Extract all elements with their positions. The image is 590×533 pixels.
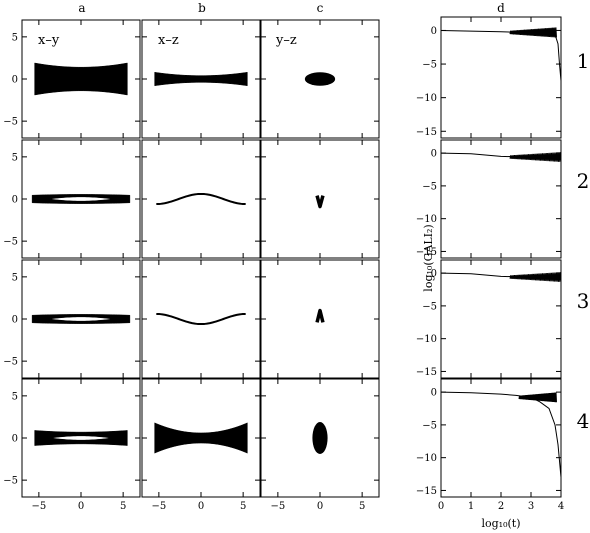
gali-series-oscillation	[509, 272, 562, 282]
gali-ytick-label: −15	[416, 127, 437, 138]
gali-panel-4: 0 1 2 3 4 0 −5 −10 −15	[416, 378, 564, 512]
gali-panel-1: 0 −5 −10 −15	[416, 16, 562, 139]
gali-series-line	[440, 29, 562, 81]
orbit-ytick-label: 0	[12, 195, 18, 206]
orbit-panel-4-x-z: −5 0 5	[141, 378, 261, 512]
row-label-4: 4	[577, 409, 590, 433]
gali-xlabel: log₁₀(t)	[481, 517, 520, 530]
orbit-panel-1-x-z	[141, 19, 261, 139]
labels: a b c d x–y x–z y–z 1 2 3 4 log₁₀(t) log…	[38, 1, 589, 530]
orbit-lens-thick-hole	[53, 436, 109, 440]
gali-ytick-label: −15	[416, 247, 437, 258]
gali-xtick-label: 3	[528, 501, 534, 512]
orbit-blob	[312, 421, 328, 455]
orbit-waist-fill	[154, 422, 248, 454]
gali-ytick-label: −5	[422, 60, 437, 71]
row-label-3: 3	[577, 289, 590, 313]
gali-ytick-label: −10	[416, 93, 437, 104]
orbit-ytick-label: 0	[12, 315, 18, 326]
gali-series-oscillation	[509, 27, 557, 38]
orbit-panel-2-x-z	[141, 139, 261, 259]
orbit-ytick-label: 5	[12, 272, 18, 283]
column-title-c: c	[317, 1, 324, 15]
gali-ytick-label: −15	[416, 367, 437, 378]
row-label-1: 1	[577, 49, 590, 73]
gali-ytick-label: −15	[416, 486, 437, 497]
orbit-panel-4-y-z: −5 0 5	[260, 378, 380, 512]
panel-label-y-z: y–z	[275, 33, 297, 48]
orbit-panel-3-x-y: −5 0 5	[3, 259, 141, 379]
orbit-panel-3-x-z	[141, 259, 261, 379]
gali-ytick-label: 0	[431, 149, 437, 160]
orbit-ytick-label: −5	[3, 237, 18, 248]
panel-label-x-y: x–y	[38, 33, 60, 48]
orbit-xtick-label: −5	[151, 501, 166, 512]
orbit-blob	[304, 72, 336, 86]
orbit-xtick-label: 0	[317, 501, 323, 512]
orbit-lens-hole	[51, 317, 111, 321]
orbit-panel-1-y-z	[260, 19, 380, 139]
gali-xtick-label: 2	[498, 501, 504, 512]
row-label-2: 2	[577, 169, 590, 193]
orbit-ytick-label: 0	[12, 75, 18, 86]
orbit-ytick-label: −5	[3, 117, 18, 128]
panel-frame	[141, 259, 261, 379]
gali-xtick-label: 0	[438, 501, 444, 512]
orbit-xtick-label: 5	[240, 501, 246, 512]
orbit-ytick-label: 5	[12, 32, 18, 43]
orbit-band-fill	[34, 62, 128, 96]
orbit-v	[315, 195, 325, 209]
orbit-ytick-label: 5	[12, 152, 18, 163]
column-title-b: b	[198, 1, 206, 15]
gali-ytick-label: −10	[416, 334, 437, 345]
orbit-lens-hole	[51, 197, 111, 201]
orbit-panel-1-x-y: −5 0 5	[3, 19, 141, 139]
orbit-xtick-label: 5	[359, 501, 365, 512]
orbit-xtick-label: −5	[31, 501, 46, 512]
orbit-ytick-label: −5	[3, 357, 18, 368]
gali-ytick-label: 0	[431, 26, 437, 37]
gali-ytick-label: −5	[422, 181, 437, 192]
orbit-panel-2-x-y: −5 0 5	[3, 139, 141, 259]
orbit-ytick-label: 0	[12, 434, 18, 445]
gali-series-line	[440, 391, 562, 478]
orbit-panel-3-y-z	[260, 259, 380, 379]
gali-ytick-label: 0	[431, 388, 437, 399]
gali-ytick-label: −5	[422, 301, 437, 312]
gali-panel-2: 0 −5 −10 −15	[416, 139, 562, 259]
orbit-xtick-label: 0	[78, 501, 84, 512]
gali-xtick-label: 4	[558, 501, 564, 512]
orbit-ytick-label: 5	[12, 391, 18, 402]
gali-ytick-label: −5	[422, 420, 437, 431]
column-title-d: d	[497, 1, 505, 15]
orbit-xtick-label: −5	[270, 501, 285, 512]
orbit-xtick-label: 0	[198, 501, 204, 512]
orbit-panel-4-x-y: −5 0 5 −5 0 5	[3, 378, 141, 512]
gali-xtick-label: 1	[468, 501, 474, 512]
gali-ytick-label: 0	[431, 269, 437, 280]
panel-label-x-z: x–z	[158, 33, 179, 48]
panel-frame	[141, 139, 261, 259]
gali-panels: 0−5−10−150−5−10−150−5−10−150 1 2 3 40−5−10−1…	[416, 16, 564, 512]
orbit-xtick-label: 5	[120, 501, 126, 512]
orbit-panels: −5 0 5 −5 0 5 −5 0 5 −5 0 5 −5 0 5 −5 0 5 −5 0 5	[3, 19, 380, 512]
column-title-a: a	[78, 1, 85, 15]
gali-ytick-label: −10	[416, 453, 437, 464]
panel-frame	[260, 139, 380, 259]
orbit-curve	[156, 312, 246, 326]
panel-frame	[260, 259, 380, 379]
gali-panel-3: 0 −5 −10 −15	[416, 259, 562, 379]
orbit-lambda	[315, 308, 325, 323]
orbit-waist-fill	[154, 71, 248, 87]
gali-series-oscillation	[509, 152, 562, 162]
orbit-ytick-label: −5	[3, 476, 18, 487]
orbit-panel-2-y-z	[260, 139, 380, 259]
gali-ylabel: log₁₀(GALI₂)	[422, 224, 435, 291]
gali-ytick-label: −10	[416, 214, 437, 225]
gali-series-oscillation	[518, 392, 557, 403]
orbit-curve	[156, 192, 246, 206]
